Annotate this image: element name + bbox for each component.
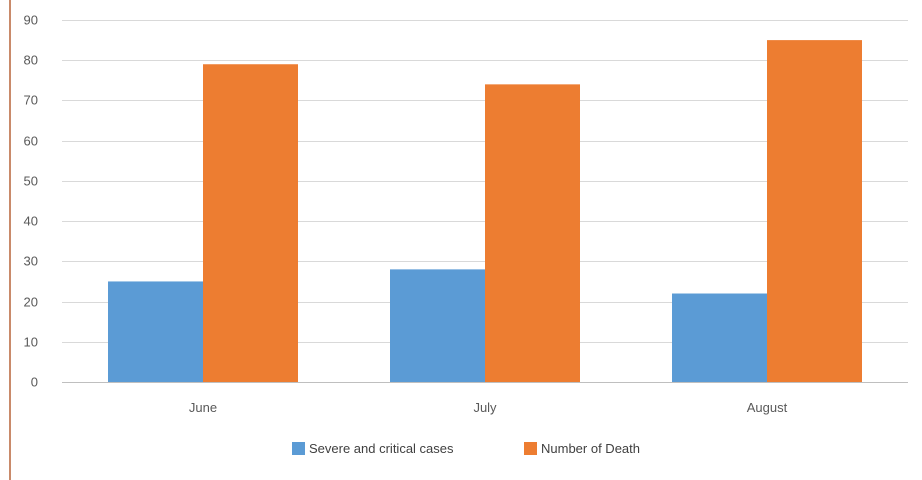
bar-deaths-august [767,40,862,382]
y-tick-label: 60 [24,134,38,149]
bar-deaths-june [203,64,298,382]
legend-label: Severe and critical cases [309,441,454,456]
y-tick-label: 30 [24,254,38,269]
y-tick-label: 50 [24,174,38,189]
legend-swatch [524,442,537,455]
x-tick-label: June [189,400,217,415]
y-tick-label: 40 [24,214,38,229]
x-tick-label: August [747,400,788,415]
y-tick-label: 20 [24,295,38,310]
bar-severe-cases-june [108,281,203,382]
bar-severe-cases-july [390,269,485,382]
bars [108,40,862,382]
legend-swatch [292,442,305,455]
y-tick-label: 0 [31,375,38,390]
x-tick-label: July [473,400,497,415]
legend: Severe and critical cases Number of Death [292,441,640,456]
y-axis-tick-labels: 0 10 20 30 40 50 60 70 80 90 [24,13,38,390]
bar-severe-cases-august [672,293,767,382]
y-tick-label: 10 [24,335,38,350]
x-axis-tick-labels: June July August [189,400,788,415]
legend-label: Number of Death [541,441,640,456]
bar-deaths-july [485,84,580,382]
y-tick-label: 90 [24,13,38,28]
y-tick-label: 80 [24,53,38,68]
left-border-rule [9,0,11,480]
y-tick-label: 70 [24,93,38,108]
